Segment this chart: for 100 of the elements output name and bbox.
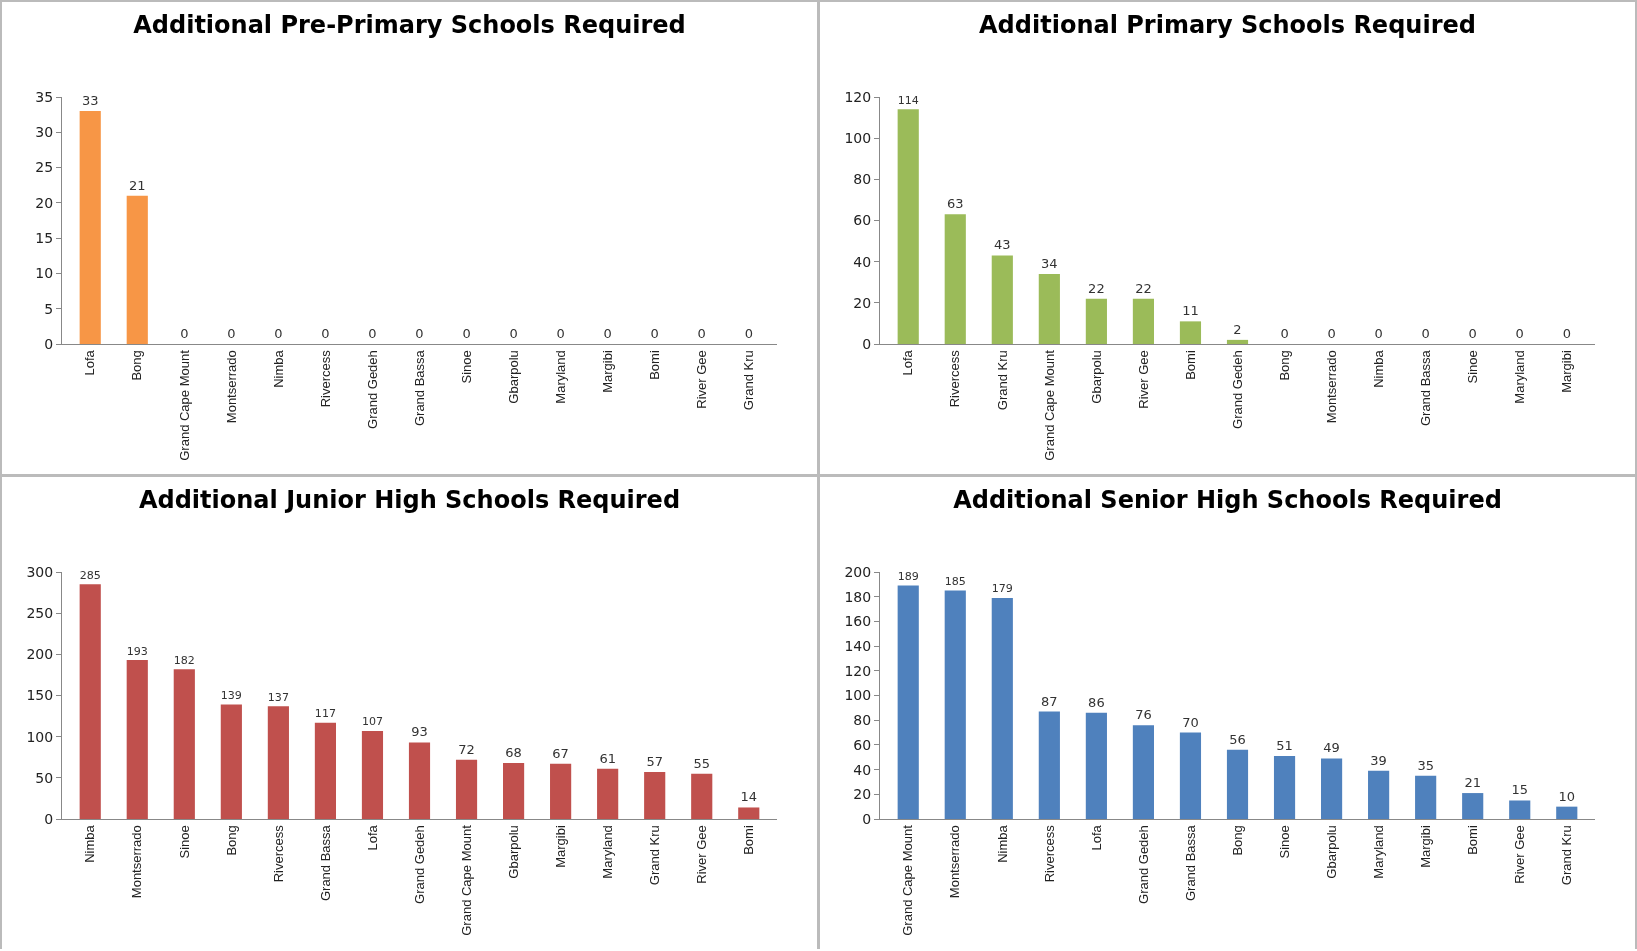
bar <box>1038 711 1060 819</box>
data-label: 0 <box>603 326 612 341</box>
x-tick-label: Grand Gedeh <box>1229 350 1245 429</box>
data-label: 68 <box>505 745 522 761</box>
data-label: 114 <box>897 93 919 107</box>
y-tick-label: 300 <box>26 563 54 580</box>
x-tick-label: Bong <box>129 350 145 381</box>
x-tick-label: River Gee <box>693 825 709 884</box>
y-tick-label: 10 <box>35 265 54 282</box>
bar <box>1179 321 1202 344</box>
x-tick-label: Gbarpolu <box>1088 350 1104 404</box>
data-label: 33 <box>81 93 99 109</box>
data-label: 87 <box>1041 693 1058 709</box>
data-label: 0 <box>556 326 565 341</box>
x-tick-label: Grand Kru <box>994 350 1010 411</box>
y-tick-label: 140 <box>844 638 872 654</box>
bar <box>991 597 1013 819</box>
x-tick-label: Montserrado <box>129 825 145 899</box>
x-tick-label: Margibi <box>599 350 615 393</box>
data-label: 63 <box>946 196 964 212</box>
x-tick-label: Maryland <box>1370 825 1386 879</box>
x-tick-label: Nimba <box>1370 349 1386 388</box>
bar <box>1085 298 1107 344</box>
x-tick-label: Rivercess <box>317 349 333 408</box>
bar <box>1038 274 1060 344</box>
bar <box>644 772 666 819</box>
data-label: 182 <box>173 653 195 667</box>
data-label: 21 <box>128 177 146 193</box>
bar <box>79 584 101 819</box>
x-tick-label: Sinoe <box>176 825 192 859</box>
data-label: 70 <box>1182 714 1199 730</box>
y-tick-label: 100 <box>844 687 872 704</box>
y-tick-label: 20 <box>35 194 54 211</box>
bar <box>173 669 195 819</box>
bar <box>1179 732 1202 819</box>
x-tick-label: Grand Bassa <box>411 349 427 427</box>
x-tick-label: Nimba <box>82 824 98 863</box>
x-tick-label: Montserrado <box>1323 350 1339 424</box>
x-tick-label: Grand Kru <box>1559 825 1575 886</box>
bar <box>550 763 572 819</box>
x-tick-label: Margibi <box>1417 825 1433 868</box>
bar <box>1273 756 1296 819</box>
x-tick-label: Grand Bassa <box>1417 349 1433 427</box>
x-tick-label: Grand Gedeh <box>411 825 427 904</box>
y-tick-label: 30 <box>35 124 54 141</box>
x-tick-label: Bomi <box>646 350 662 380</box>
bar <box>1132 298 1154 344</box>
x-tick-label: Maryland <box>552 350 568 404</box>
data-label: 117 <box>314 707 336 721</box>
data-label: 61 <box>599 750 616 766</box>
bar <box>220 704 242 819</box>
x-tick-label: Maryland <box>599 825 615 879</box>
data-label: 93 <box>411 724 428 740</box>
x-tick-label: Grand Cape Mount <box>458 824 474 936</box>
data-label: 14 <box>740 789 758 805</box>
data-label: 0 <box>415 326 424 341</box>
x-tick-label: Nimba <box>994 824 1010 863</box>
y-tick-label: 5 <box>44 300 54 317</box>
y-tick-label: 250 <box>26 605 54 622</box>
bar <box>267 706 289 819</box>
bar <box>1368 770 1390 819</box>
data-label: 15 <box>1511 782 1529 798</box>
bar <box>944 590 966 819</box>
data-label: 34 <box>1041 256 1058 272</box>
bar <box>944 214 966 344</box>
x-tick-label: Lofa <box>1088 824 1104 851</box>
chart-title: Additional Pre-Primary Schools Required <box>133 10 686 39</box>
data-label: 76 <box>1135 707 1152 723</box>
y-tick-label: 200 <box>844 563 872 580</box>
x-tick-label: Grand Cape Mount <box>1041 349 1057 461</box>
y-tick-label: 60 <box>853 212 872 229</box>
x-tick-label: Margibi <box>1559 350 1575 393</box>
x-tick-label: Gbarpolu <box>505 350 521 404</box>
data-label: 39 <box>1370 752 1387 768</box>
y-tick-label: 0 <box>44 810 54 827</box>
y-tick-label: 80 <box>853 171 872 188</box>
chart-title: Additional Senior High Schools Required <box>953 485 1502 514</box>
data-label: 22 <box>1088 280 1105 296</box>
y-tick-label: 50 <box>35 769 54 786</box>
y-tick-label: 80 <box>853 712 872 729</box>
y-tick-label: 0 <box>44 335 54 352</box>
data-label: 51 <box>1276 738 1293 754</box>
x-tick-label: Grand Cape Mount <box>176 349 192 461</box>
x-tick-label: Gbarpolu <box>1323 825 1339 879</box>
data-label: 0 <box>1327 326 1336 341</box>
y-tick-label: 0 <box>862 810 872 827</box>
data-label: 179 <box>991 582 1013 596</box>
bar <box>455 759 478 819</box>
x-tick-label: Grand Kru <box>741 350 757 411</box>
bar <box>126 660 148 819</box>
data-label: 67 <box>552 745 569 761</box>
data-label: 22 <box>1135 280 1152 296</box>
x-tick-label: Grand Gedeh <box>364 350 380 429</box>
data-label: 11 <box>1182 303 1199 319</box>
bar <box>1556 806 1578 819</box>
data-label: 0 <box>1374 326 1383 341</box>
data-label: 185 <box>944 574 966 588</box>
data-label: 0 <box>1280 326 1289 341</box>
data-label: 137 <box>267 690 289 704</box>
y-tick-label: 100 <box>26 728 54 745</box>
